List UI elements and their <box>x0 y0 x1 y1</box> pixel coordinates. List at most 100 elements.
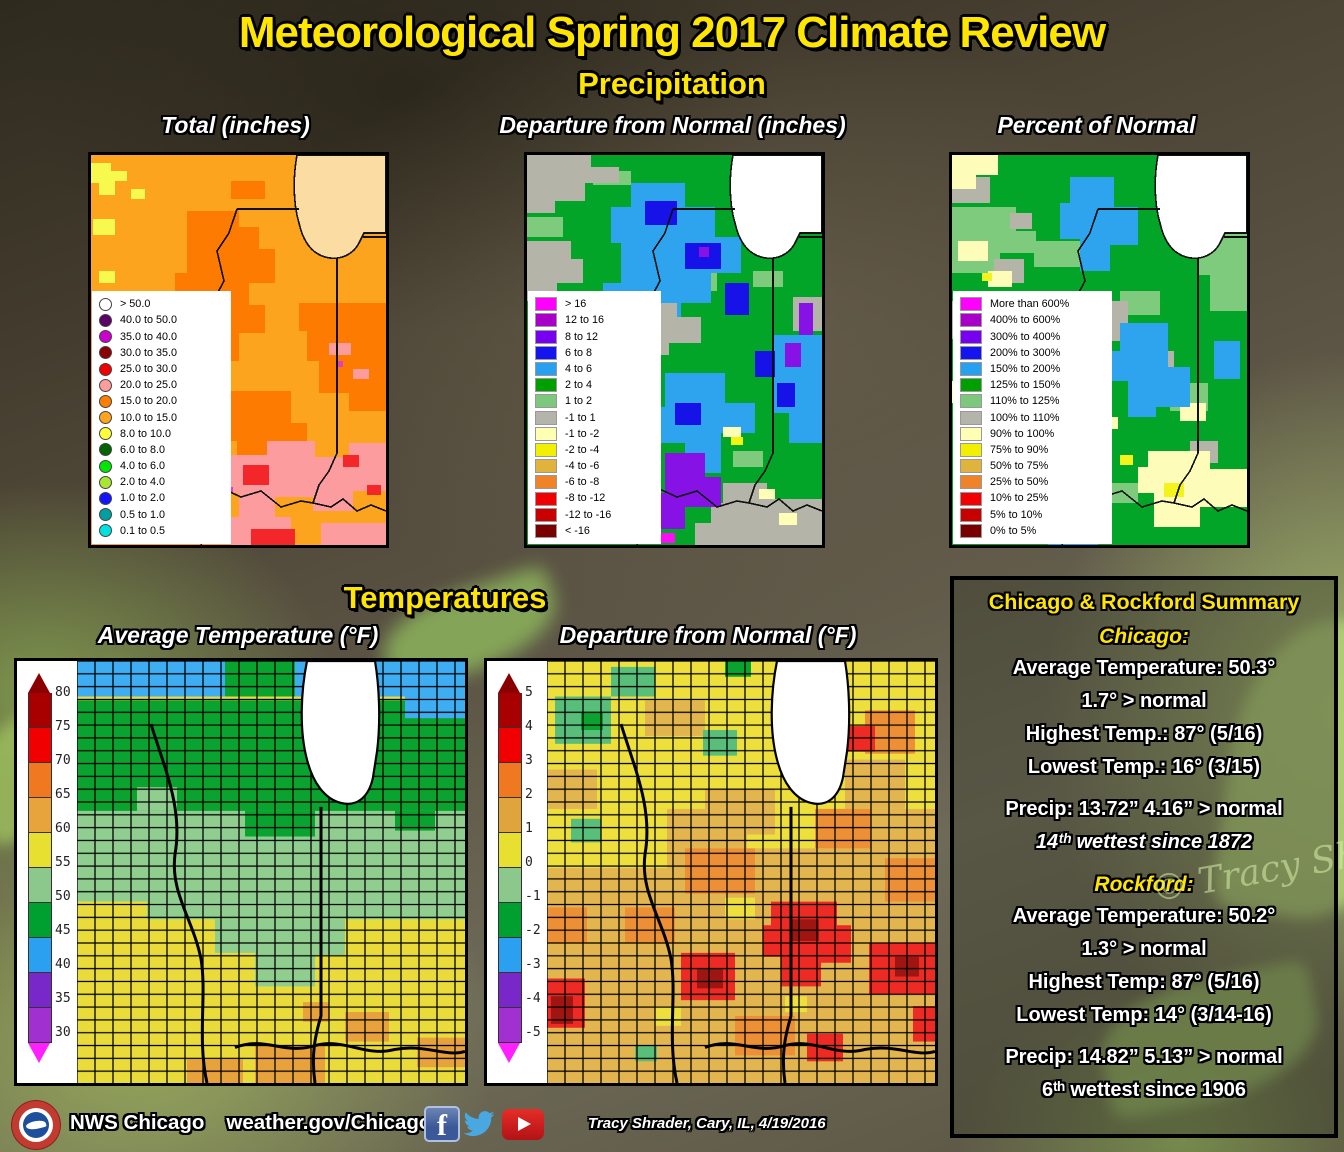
scale-band <box>28 763 52 798</box>
scale-band <box>498 798 522 833</box>
scale-band <box>28 728 52 763</box>
legend-label: 8 to 12 <box>565 330 599 343</box>
legend-swatch <box>535 394 557 409</box>
legend-swatch <box>99 394 112 408</box>
station-url[interactable]: weather.gov/Chicago <box>226 1111 432 1134</box>
legend-swatch <box>960 459 982 474</box>
legend-label: > 16 <box>565 298 587 311</box>
legend-label: 40.0 to 50.0 <box>120 314 178 327</box>
lake-michigan <box>1154 155 1247 259</box>
legend-swatch <box>960 378 982 393</box>
precipitation-heading: Precipitation <box>578 66 766 101</box>
legend-label: 0.1 to 0.5 <box>120 524 166 537</box>
scale-tick-label: 80 <box>55 685 71 700</box>
legend-label: 15.0 to 20.0 <box>120 395 178 408</box>
summary-line: Highest Temp.: 87° (5/16) <box>1025 723 1263 745</box>
legend-label: 100% to 110% <box>990 411 1060 424</box>
map-title-avg-temp: Average Temperature (°F) <box>97 622 379 648</box>
legend-label: 1.0 to 2.0 <box>120 492 166 505</box>
legend-label: 6 to 8 <box>565 346 593 359</box>
facebook-icon[interactable]: f <box>424 1106 460 1142</box>
departure-temperature-map: 5 4 3 2 1 0 -1 -2 -3 -4 -5 <box>484 658 938 1086</box>
legend-row: 10.0 to 15.0 <box>99 410 227 426</box>
scale-band <box>28 693 52 728</box>
legend-row: -1 to -2 <box>535 426 657 442</box>
legend-swatch <box>960 426 982 441</box>
total-precip-legend: > 50.0 40.0 to 50.0 35.0 to 40.0 30.0 to 35… <box>92 291 231 544</box>
youtube-icon[interactable] <box>502 1109 544 1140</box>
scale-tick-label: 30 <box>55 1025 71 1040</box>
city-name: Rockford: <box>1094 873 1194 896</box>
summary-title: Chicago & Rockford Summary <box>988 590 1300 614</box>
legend-row: 110% to 125% <box>960 393 1108 409</box>
lake-michigan <box>293 155 386 259</box>
scale-band <box>28 1008 52 1043</box>
legend-label: 25.0 to 30.0 <box>120 362 178 375</box>
legend-row: -4 to -6 <box>535 458 657 474</box>
legend-swatch <box>99 443 112 457</box>
legend-swatch <box>960 297 982 312</box>
summary-line: 1.3° > normal <box>1081 938 1207 960</box>
legend-row: 0.5 to 1.0 <box>99 507 227 523</box>
precip-summary-group: Precip: 13.72” 4.16” > normal 14ᵗʰ wettes… <box>954 793 1334 859</box>
legend-swatch <box>99 475 112 489</box>
map-title-percent-normal: Percent of Normal <box>997 112 1196 138</box>
summary-line: Lowest Temp: 14° (3/14-16) <box>1016 1004 1272 1026</box>
scale-tick-label: 70 <box>55 753 71 768</box>
scale-band <box>28 973 52 1008</box>
legend-row: > 50.0 <box>99 296 227 312</box>
scale-tick-label: -1 <box>525 889 541 904</box>
legend-swatch <box>535 329 557 344</box>
scale-band <box>498 728 522 763</box>
legend-label: -1 to 1 <box>565 411 596 424</box>
legend-swatch <box>960 507 982 522</box>
legend-label: 4 to 6 <box>565 362 593 375</box>
twitter-icon[interactable] <box>460 1106 498 1142</box>
legend-row: -6 to -8 <box>535 474 657 490</box>
scale-band <box>498 1008 522 1043</box>
legend-swatch <box>99 427 112 441</box>
legend-swatch <box>99 297 112 311</box>
legend-row: 2 to 4 <box>535 377 657 393</box>
legend-row: 35.0 to 40.0 <box>99 329 227 345</box>
lake-michigan <box>729 155 822 259</box>
legend-swatch <box>535 507 557 522</box>
legend-row: 125% to 150% <box>960 377 1108 393</box>
departure-precip-legend: > 16 12 to 16 8 to 12 6 to 8 4 to 6 2 to 4 1 t… <box>528 291 661 544</box>
legend-swatch <box>960 394 982 409</box>
legend-swatch <box>960 475 982 490</box>
legend-label: 5% to 10% <box>990 508 1043 521</box>
summary-line: Highest Temp: 87° (5/16) <box>1028 971 1260 993</box>
dep-minus1-2-patches <box>723 427 797 525</box>
legend-label: 30.0 to 35.0 <box>120 346 178 359</box>
color-scale-bar <box>28 673 52 1063</box>
scale-tick-label: 40 <box>55 957 71 972</box>
legend-label: 10.0 to 15.0 <box>120 411 178 424</box>
state-borders <box>619 723 935 1083</box>
scale-tick-label: 35 <box>55 991 71 1006</box>
state-borders <box>149 723 465 1083</box>
summary-line: 1.7° > normal <box>1081 690 1207 712</box>
legend-label: 75% to 90% <box>990 443 1049 456</box>
legend-row: 30.0 to 35.0 <box>99 345 227 361</box>
scale-tick-label: -3 <box>525 957 541 972</box>
scale-tick-label: 1 <box>525 821 533 836</box>
legend-swatch <box>99 508 112 522</box>
scale-tick-label: -5 <box>525 1025 541 1040</box>
legend-label: 0% to 5% <box>990 524 1037 537</box>
legend-row: 50% to 75% <box>960 458 1108 474</box>
legend-label: 10% to 25% <box>990 492 1049 505</box>
scale-band <box>28 868 52 903</box>
departure-scale: 5 4 3 2 1 0 -1 -2 -3 -4 -5 <box>487 661 547 1083</box>
legend-swatch <box>535 297 557 312</box>
legend-swatch <box>535 426 557 441</box>
legend-row: 75% to 90% <box>960 442 1108 458</box>
legend-row: 150% to 200% <box>960 361 1108 377</box>
legend-row: 0% to 5% <box>960 523 1108 539</box>
legend-row: 400% to 600% <box>960 312 1108 328</box>
legend-label: 4.0 to 6.0 <box>120 460 166 473</box>
legend-swatch <box>960 329 982 344</box>
legend-swatch <box>535 459 557 474</box>
legend-label: -2 to -4 <box>565 443 600 456</box>
legend-label: -12 to -16 <box>565 508 612 521</box>
